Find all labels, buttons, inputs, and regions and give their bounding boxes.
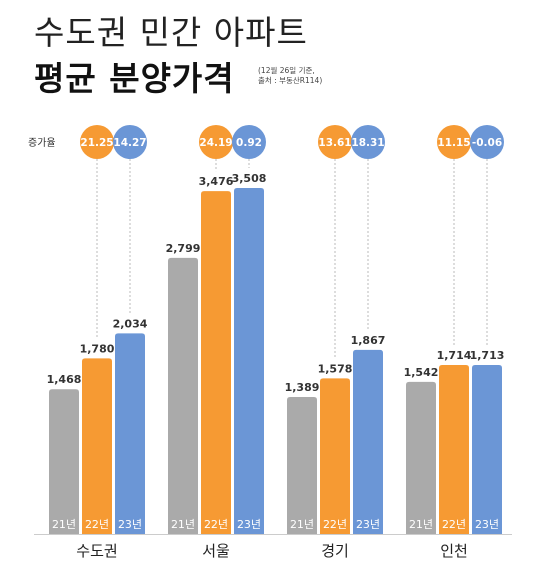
bar-year-label: 21년 xyxy=(52,518,76,531)
growth-rate-circle xyxy=(80,125,114,159)
title-line-2: 평균 분양가격 xyxy=(34,59,235,98)
value-label: 1,468 xyxy=(47,373,82,386)
bar-경기-22년 xyxy=(320,378,350,534)
value-label: 2,034 xyxy=(113,317,148,330)
value-label: 2,799 xyxy=(166,242,201,255)
value-label: 1,389 xyxy=(285,381,320,394)
value-label: 1,867 xyxy=(351,334,386,347)
bar-year-label: 21년 xyxy=(290,518,314,531)
category-label: 서울 xyxy=(202,542,230,560)
bar-year-label: 23년 xyxy=(118,518,142,531)
growth-rate-value: 0.92 xyxy=(236,137,262,149)
bar-인천-23년 xyxy=(472,365,502,534)
bar-수도권-23년 xyxy=(115,333,145,534)
value-label: 1,714 xyxy=(437,349,472,362)
category-label: 인천 xyxy=(440,542,468,560)
source-note: (12월 26일 기준, 출처 : 부동산R114) xyxy=(258,66,322,86)
bar-year-label: 22년 xyxy=(442,518,466,531)
bar-year-label: 23년 xyxy=(475,518,499,531)
bar-수도권-22년 xyxy=(82,358,112,534)
value-label: 1,713 xyxy=(470,349,505,362)
value-label: 1,578 xyxy=(318,362,353,375)
growth-rate-value: 24.19 xyxy=(199,137,232,149)
growth-rate-value: 11.15 xyxy=(437,137,470,149)
growth-rate-circle xyxy=(199,125,233,159)
source-note-line-1: (12월 26일 기준, xyxy=(258,66,315,75)
growth-rate-circle xyxy=(437,125,471,159)
category-label: 수도권 xyxy=(76,542,117,560)
growth-rate-circle xyxy=(351,125,385,159)
bar-경기-21년 xyxy=(287,397,317,534)
bar-서울-22년 xyxy=(201,191,231,534)
bar-경기-23년 xyxy=(353,349,383,534)
bar-year-label: 22년 xyxy=(85,518,109,531)
category-label: 경기 xyxy=(321,542,349,560)
value-label: 3,508 xyxy=(232,172,267,185)
value-label: 3,476 xyxy=(199,175,234,188)
growth-rate-circle xyxy=(318,125,352,159)
growth-rate-value: 18.31 xyxy=(351,137,384,149)
bar-year-label: 22년 xyxy=(204,518,228,531)
bar-year-label: 21년 xyxy=(171,518,195,531)
growth-rate-circle xyxy=(470,125,504,159)
title-line-1: 수도권 민간 아파트 xyxy=(34,13,308,52)
value-label: 1,780 xyxy=(80,342,115,355)
bar-서울-23년 xyxy=(234,188,264,534)
growth-rate-value: 13.61 xyxy=(318,137,351,149)
bar-수도권-21년 xyxy=(49,389,79,534)
bar-year-label: 23년 xyxy=(356,518,380,531)
growth-rate-circle xyxy=(232,125,266,159)
bar-인천-21년 xyxy=(406,381,436,534)
bar-year-label: 22년 xyxy=(323,518,347,531)
growth-rate-value: 14.27 xyxy=(113,137,146,149)
bar-year-label: 23년 xyxy=(237,518,261,531)
growth-rate-value: -0.06 xyxy=(472,137,502,149)
growth-rate-label: 증가율 xyxy=(28,137,56,149)
bar-서울-21년 xyxy=(168,257,198,534)
growth-rate-value: 21.25 xyxy=(80,137,113,149)
bar-year-label: 21년 xyxy=(409,518,433,531)
bar-인천-22년 xyxy=(439,364,469,534)
source-note-line-2: 출처 : 부동산R114) xyxy=(258,76,323,85)
growth-rate-circle xyxy=(113,125,147,159)
value-label: 1,542 xyxy=(404,366,439,379)
